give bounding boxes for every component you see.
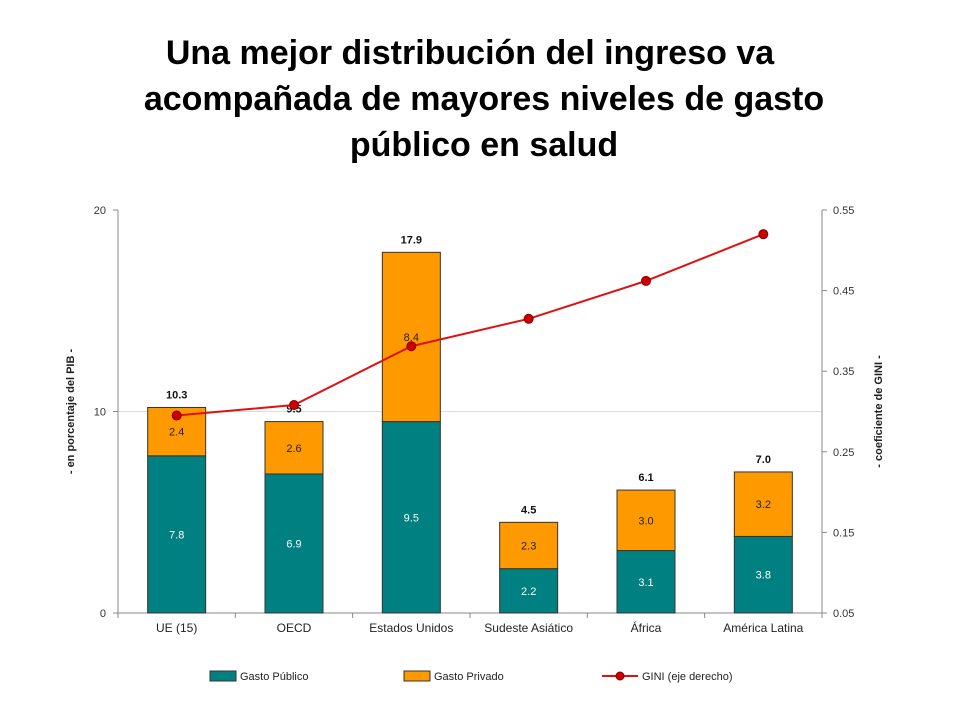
- bar-gasto-privado: [499, 521, 559, 570]
- gini-point: [523, 313, 534, 324]
- bar-gasto-privado: [616, 489, 676, 552]
- y-right-tick-label: 0.55: [833, 205, 854, 217]
- page-title: Una mejor distribución del ingreso va ac…: [0, 30, 960, 168]
- y-right-tick-label: 0.15: [833, 527, 854, 539]
- data-label-total: 7.0: [756, 454, 771, 466]
- legend-label-privado: Gasto Privado: [434, 671, 504, 683]
- legend-label-publico: Gasto Público: [240, 671, 308, 683]
- y-tick-label: 10: [94, 407, 106, 419]
- y-right-tick-label: 0.05: [833, 608, 854, 620]
- title-line-3: público en salud: [349, 126, 619, 164]
- data-label-privado: 3.0: [638, 515, 653, 527]
- data-label-publico: 2.2: [521, 586, 536, 598]
- y-tick-label: 20: [94, 205, 106, 217]
- data-label-publico: 3.1: [638, 577, 653, 589]
- title-line-2: acompañada de mayores niveles de gasto: [143, 80, 825, 118]
- bar-gasto-privado: [733, 471, 793, 537]
- bar-gasto-publico: [733, 535, 793, 614]
- y-axis-title: - en porcentaje del PIB -: [65, 349, 77, 475]
- x-tick-label: América Latina: [723, 621, 803, 635]
- y-axis-right-title: - coeficiente de GINI -: [873, 355, 885, 468]
- data-label-total: 4.5: [521, 504, 536, 516]
- y-right-tick-label: 0.35: [833, 366, 854, 378]
- x-tick-label: África: [631, 620, 662, 635]
- legend-swatch-publico: [209, 670, 237, 682]
- legend-swatch-privado: [403, 670, 431, 682]
- bar-gasto-publico: [147, 455, 207, 614]
- bar-gasto-publico: [264, 473, 324, 614]
- legend-label-gini: GINI (eje derecho): [642, 671, 732, 683]
- y-tick-label: 0: [100, 608, 106, 620]
- gini-point: [171, 410, 182, 421]
- x-tick-label: Sudeste Asiático: [484, 621, 573, 635]
- y-right-tick-label: 0.25: [833, 447, 854, 459]
- data-label-publico: 9.5: [404, 512, 419, 524]
- data-label-publico: 6.9: [286, 538, 301, 550]
- data-label-privado: 2.6: [286, 443, 301, 455]
- data-label-privado: 8.4: [404, 332, 419, 344]
- data-label-total: 17.9: [401, 234, 422, 246]
- x-tick-label: Estados Unidos: [369, 621, 453, 635]
- gini-point: [641, 275, 651, 286]
- x-tick-label: OECD: [277, 621, 312, 635]
- bar-gasto-publico: [381, 421, 441, 614]
- x-tick-label: UE (15): [156, 621, 197, 635]
- gini-point: [758, 229, 769, 240]
- bar-gasto-privado: [381, 251, 441, 423]
- title-line-1: Una mejor distribución del ingreso va: [165, 34, 775, 72]
- data-label-privado: 3.2: [756, 499, 771, 511]
- bar-gasto-privado: [264, 421, 324, 475]
- data-label-privado: 2.3: [521, 540, 536, 552]
- gini-line: [176, 233, 764, 417]
- gini-point: [406, 341, 417, 352]
- data-label-total: 10.3: [166, 389, 187, 401]
- bar-gasto-publico: [499, 568, 559, 614]
- y-right-tick-label: 0.45: [833, 286, 854, 298]
- bar-gasto-publico: [616, 550, 676, 614]
- data-label-privado: 2.4: [169, 427, 184, 439]
- gini-point: [289, 400, 299, 411]
- data-label-total: 6.1: [638, 472, 653, 484]
- data-label-publico: 3.8: [756, 570, 771, 582]
- data-label-publico: 7.8: [169, 529, 184, 541]
- legend-marker-gini: [615, 671, 625, 681]
